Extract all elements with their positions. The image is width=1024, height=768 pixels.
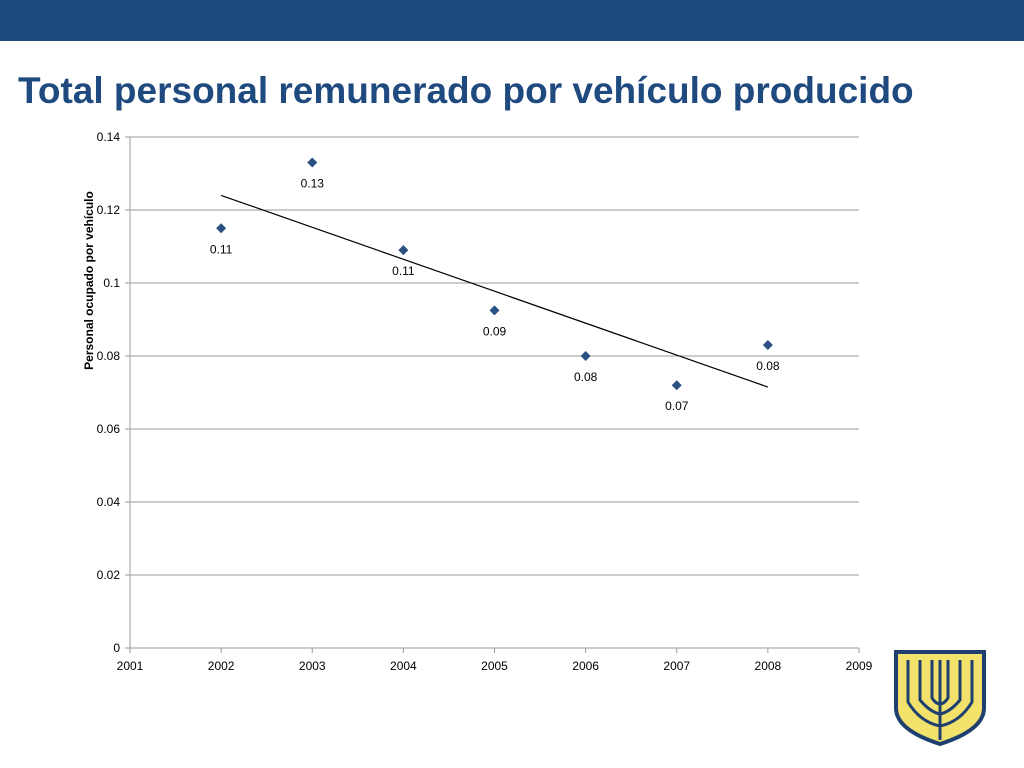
data-label: 0.11 bbox=[210, 242, 233, 256]
data-point bbox=[671, 380, 682, 391]
y-tick-label: 0.04 bbox=[97, 495, 121, 509]
data-label: 0.13 bbox=[301, 177, 325, 191]
y-axis-title: Personal ocupado por vehículo bbox=[82, 191, 96, 370]
data-label: 0.07 bbox=[665, 399, 689, 413]
header-band bbox=[0, 0, 1024, 41]
slide-title: Total personal remunerado por vehículo p… bbox=[18, 70, 914, 111]
data-label: 0.08 bbox=[756, 359, 780, 373]
data-point bbox=[489, 305, 500, 316]
data-points bbox=[216, 157, 773, 391]
university-crest-icon bbox=[894, 650, 986, 747]
y-tick-label: 0.14 bbox=[97, 130, 121, 144]
trendline-layer bbox=[220, 194, 769, 388]
axes bbox=[125, 136, 860, 653]
x-tick-label: 2003 bbox=[299, 659, 326, 673]
y-tick-label: 0.08 bbox=[97, 349, 121, 363]
data-point bbox=[398, 245, 409, 256]
data-labels: 0.11 0.13 0.11 0.09 0.08 0.07 0.08 bbox=[210, 177, 780, 414]
x-tick-label: 2004 bbox=[390, 659, 417, 673]
y-tick-label: 0.1 bbox=[103, 276, 120, 290]
y-tick-label: 0.06 bbox=[97, 422, 121, 436]
data-label: 0.09 bbox=[483, 324, 507, 338]
x-tick-label: 2009 bbox=[846, 659, 873, 673]
x-tick-label: 2007 bbox=[663, 659, 690, 673]
x-tick-label: 2002 bbox=[208, 659, 235, 673]
gridlines bbox=[130, 136, 859, 576]
data-label: 0.08 bbox=[574, 370, 598, 384]
x-tick-label: 2001 bbox=[117, 659, 144, 673]
trendline bbox=[220, 194, 769, 388]
data-point bbox=[216, 223, 227, 234]
x-tick-label: 2008 bbox=[755, 659, 782, 673]
y-tick-label: 0 bbox=[113, 641, 120, 655]
data-point bbox=[307, 157, 318, 168]
data-point bbox=[580, 351, 591, 361]
data-label: 0.11 bbox=[392, 264, 415, 278]
x-tick-label: 2006 bbox=[572, 659, 599, 673]
data-point bbox=[762, 340, 773, 351]
x-tick-label: 2005 bbox=[481, 659, 508, 673]
y-tick-label: 0.02 bbox=[97, 568, 121, 582]
y-tick-label: 0.12 bbox=[97, 203, 121, 217]
tick-labels: 0 0.02 0.04 0.06 0.08 0.1 0.12 0.14 2001 2002 2003… bbox=[97, 130, 873, 673]
